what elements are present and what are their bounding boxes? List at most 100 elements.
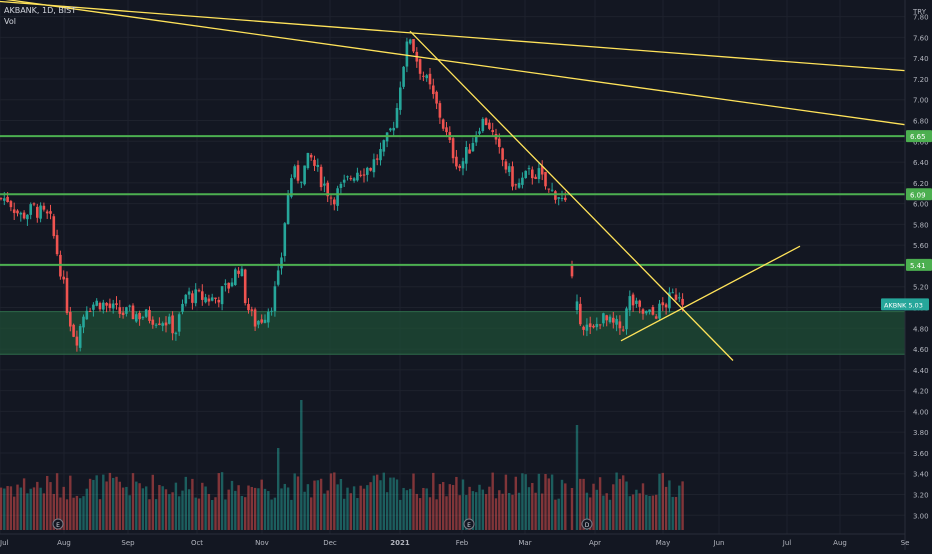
candle-body[interactable] (628, 296, 632, 311)
trend-line[interactable] (0, 0, 906, 126)
candle-body[interactable] (177, 314, 181, 332)
candle-body[interactable] (319, 166, 323, 188)
candle-body[interactable] (105, 302, 108, 306)
candle-body[interactable] (197, 290, 201, 292)
candle-body[interactable] (531, 169, 534, 179)
candle-body[interactable] (280, 257, 283, 269)
candle-body[interactable] (3, 198, 6, 201)
volume-label[interactable]: Vol (4, 17, 16, 26)
candle-body[interactable] (498, 138, 501, 147)
candle-body[interactable] (234, 269, 237, 285)
candle-body[interactable] (658, 303, 661, 319)
candle-body[interactable] (135, 314, 138, 322)
candle-body[interactable] (39, 205, 42, 219)
candle-body[interactable] (461, 161, 465, 169)
candle-body[interactable] (375, 158, 379, 160)
candle-body[interactable] (227, 282, 230, 289)
candle-body[interactable] (171, 315, 174, 334)
candle-body[interactable] (98, 302, 102, 310)
candle-body[interactable] (671, 292, 674, 294)
candle-body[interactable] (250, 309, 254, 311)
candle-body[interactable] (36, 206, 39, 218)
candle-body[interactable] (550, 189, 554, 191)
candle-body[interactable] (455, 156, 458, 167)
candle-body[interactable] (544, 171, 547, 187)
candle-body[interactable] (425, 75, 428, 79)
candle-body[interactable] (579, 303, 582, 325)
candle-body[interactable] (564, 197, 567, 201)
candle-body[interactable] (19, 212, 23, 215)
candle-body[interactable] (32, 203, 36, 205)
candle-body[interactable] (648, 309, 651, 313)
candle-body[interactable] (359, 174, 362, 176)
candle-body[interactable] (273, 286, 277, 312)
candle-body[interactable] (418, 59, 422, 74)
candle-body[interactable] (537, 168, 541, 180)
candle-body[interactable] (184, 294, 188, 304)
candle-body[interactable] (237, 270, 240, 274)
candle-body[interactable] (283, 223, 287, 256)
candle-body[interactable] (592, 325, 595, 328)
candle-body[interactable] (12, 209, 16, 213)
candle-body[interactable] (615, 318, 618, 325)
candle-body[interactable] (257, 320, 260, 325)
candle-body[interactable] (608, 316, 612, 323)
candle-body[interactable] (300, 181, 303, 183)
candle-body[interactable] (339, 183, 343, 188)
candle-body[interactable] (42, 205, 46, 210)
candle-body[interactable] (465, 146, 468, 164)
candle-body[interactable] (664, 304, 668, 308)
candle-body[interactable] (329, 197, 333, 199)
candle-body[interactable] (220, 286, 224, 305)
candle-body[interactable] (309, 154, 313, 158)
candle-body[interactable] (49, 211, 52, 214)
candle-body[interactable] (668, 292, 671, 309)
candle-body[interactable] (191, 293, 194, 303)
candle-body[interactable] (638, 300, 641, 307)
candle-body[interactable] (75, 336, 79, 346)
candle-body[interactable] (230, 282, 234, 287)
candle-body[interactable] (78, 326, 82, 348)
candle-body[interactable] (681, 298, 684, 305)
candle-body[interactable] (82, 316, 85, 328)
candle-body[interactable] (511, 166, 514, 187)
candle-body[interactable] (598, 324, 602, 326)
candle-body[interactable] (22, 212, 26, 219)
candle-body[interactable] (588, 323, 592, 328)
candle-body[interactable] (521, 177, 524, 185)
candle-body[interactable] (207, 298, 211, 302)
candle-body[interactable] (408, 39, 412, 44)
candle-body[interactable] (504, 161, 508, 170)
candle-body[interactable] (585, 324, 589, 331)
candle-body[interactable] (326, 182, 329, 197)
candle-body[interactable] (161, 323, 164, 326)
candle-body[interactable] (557, 197, 560, 199)
candle-body[interactable] (342, 179, 346, 183)
candle-body[interactable] (392, 127, 395, 131)
candle-body[interactable] (645, 310, 648, 314)
candle-body[interactable] (201, 291, 204, 300)
candle-body[interactable] (481, 118, 485, 132)
candle-body[interactable] (517, 182, 521, 188)
candle-body[interactable] (276, 270, 280, 285)
candle-body[interactable] (412, 38, 415, 52)
candle-body[interactable] (369, 167, 372, 171)
candle-body[interactable] (575, 301, 579, 310)
candle-body[interactable] (547, 188, 551, 190)
candle-body[interactable] (158, 323, 161, 326)
candle-body[interactable] (471, 143, 475, 152)
candle-body[interactable] (306, 152, 310, 169)
candle-body[interactable] (560, 197, 564, 199)
candle-body[interactable] (678, 297, 681, 299)
candle-body[interactable] (468, 149, 471, 154)
candle-body[interactable] (346, 176, 349, 178)
candle-body[interactable] (625, 308, 628, 330)
candle-body[interactable] (379, 149, 382, 161)
candle-body[interactable] (224, 283, 227, 285)
candle-body[interactable] (621, 329, 625, 331)
candle-body[interactable] (29, 204, 32, 215)
candle-body[interactable] (194, 289, 197, 304)
candle-body[interactable] (62, 276, 65, 280)
candle-body[interactable] (253, 309, 257, 327)
